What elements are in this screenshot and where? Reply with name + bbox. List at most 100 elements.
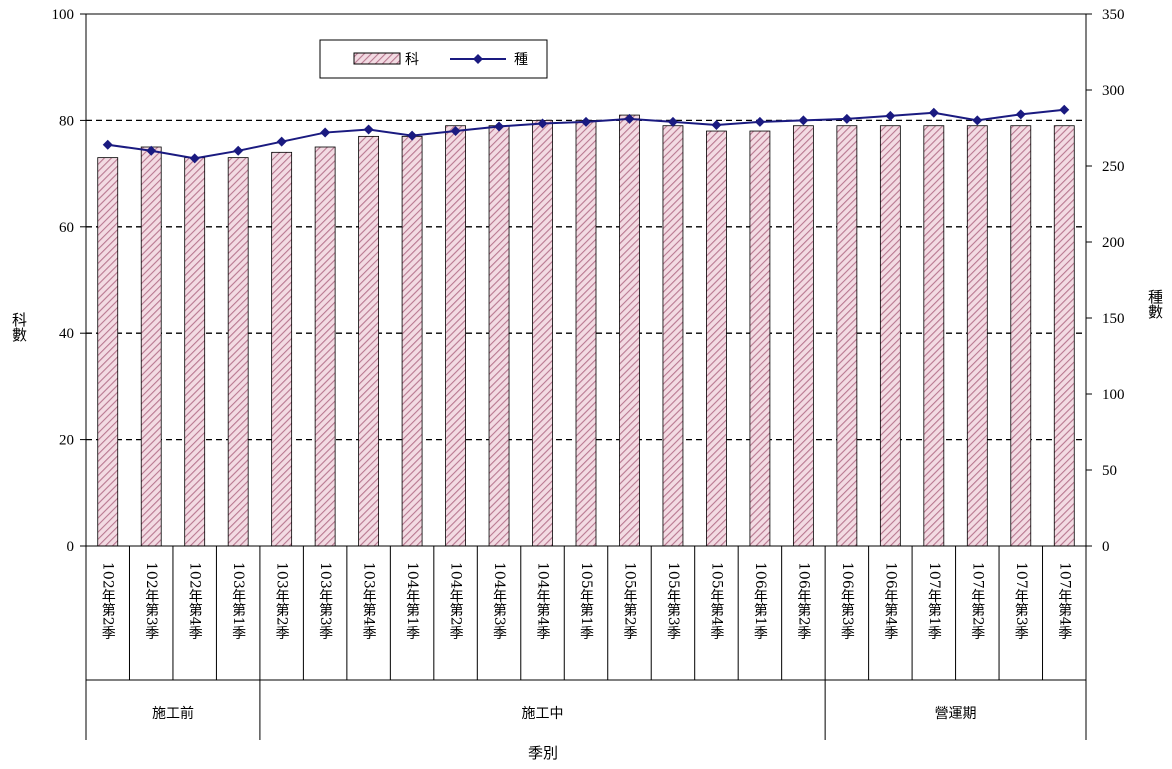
category-label: 106年第4季 [882,562,898,640]
line-point-21 [972,115,983,126]
bar-18 [836,125,858,547]
line-point-2 [146,145,157,156]
bar-11 [532,120,553,547]
right-tick-label: 250 [1102,159,1125,175]
line-point-1 [102,139,113,150]
line-point-19 [885,110,896,121]
line-point-4 [233,145,244,156]
right-tick-label: 100 [1102,387,1125,403]
bar-9 [445,125,466,547]
right-tick-label: 0 [1102,539,1110,555]
bar-series [97,114,1075,547]
y-left-axis-title: 科數 [10,312,28,342]
bar-1 [97,157,119,547]
line-point-3 [189,153,200,164]
legend-bar-label: 科 [405,52,419,68]
line-point-5 [276,136,287,147]
category-label: 107年第4季 [1056,562,1072,640]
line-point-9 [450,126,461,137]
group-label: 營運期 [935,706,977,722]
bar-12 [575,120,597,547]
category-label: 105年第1季 [578,562,594,640]
line-point-8 [407,130,418,141]
right-tick-label: 300 [1102,83,1125,99]
line-point-12 [581,116,591,127]
bar-23 [1053,125,1075,547]
category-label: 107年第2季 [969,562,985,640]
line-point-20 [928,107,939,118]
category-axis: 102年第2季 102年第3季 102年第4季 103年第1季 103年第2季 103年第… [85,546,1087,740]
right-tick-label: 200 [1102,235,1125,251]
line-point-11 [537,118,548,129]
category-label: 105年第4季 [708,562,724,640]
left-tick-label: 0 [67,539,75,555]
left-axis-ticks: 0 20 40 60 80 100 [52,7,86,555]
left-tick-label: 20 [59,433,74,449]
line-point-18 [841,113,852,124]
bar-4 [227,157,249,547]
line-point-22 [1015,109,1026,120]
bar-5 [271,151,293,547]
category-label: 103年第1季 [230,562,246,640]
category-label: 104年第3季 [491,562,507,640]
category-label: 107年第3季 [1013,562,1029,640]
left-tick-label: 100 [52,7,75,23]
right-tick-label: 350 [1102,7,1125,23]
category-label: 103年第4季 [361,562,377,640]
category-label: 107年第1季 [926,562,942,640]
legend-line-marker [473,54,483,64]
category-label: 105年第2季 [621,562,637,640]
category-label: 105年第3季 [665,562,681,640]
bar-16 [749,130,771,547]
right-tick-label: 150 [1102,311,1125,327]
category-label: 106年第2季 [795,562,811,640]
left-tick-label: 80 [59,113,74,129]
category-label: 103年第3季 [317,562,333,640]
line-point-13 [624,113,635,124]
bar-10 [488,125,510,547]
category-label: 104年第2季 [448,562,464,640]
category-label: 102年第2季 [100,562,116,640]
bar-17 [792,125,814,547]
line-series [102,104,1070,164]
category-label: 106年第1季 [752,562,768,640]
group-label: 施工中 [522,706,564,722]
plot-area-frame [85,13,1087,547]
bar-15 [706,130,727,547]
category-label: 104年第1季 [404,562,420,640]
bar-21 [966,125,988,547]
category-label: 102年第3季 [143,562,159,640]
left-tick-label: 60 [59,220,74,236]
group-label: 施工前 [152,705,194,722]
line-point-14 [667,116,678,127]
line-point-17 [798,115,809,126]
bar-22 [1010,125,1032,547]
right-tick-label: 50 [1102,463,1117,479]
bar-8 [401,135,423,547]
category-label: 106年第3季 [839,562,855,640]
bar-2 [140,146,162,547]
bar-14 [662,125,684,547]
bar-3 [184,157,206,547]
right-axis-ticks: 0 50 100 150 200 250 300 350 [1086,7,1125,555]
line-point-10 [494,121,505,132]
category-label: 103年第2季 [274,562,290,640]
left-tick-label: 40 [59,326,74,342]
bar-6 [314,146,336,547]
bar-13 [619,114,640,547]
legend-bar-swatch [353,52,401,65]
bar-19 [879,125,901,547]
line-point-7 [363,124,374,135]
line-point-15 [711,119,722,130]
bar-7 [358,135,380,547]
bar-20 [923,125,945,547]
line-point-6 [320,127,331,138]
legend: 科 種 [319,39,548,79]
line-point-16 [754,116,765,127]
x-axis-title: 季別 [528,744,558,762]
y-right-axis-title: 種數 [1146,289,1164,319]
category-label: 104年第4季 [535,562,551,640]
line-point-23 [1059,104,1070,115]
category-label: 102年第4季 [187,562,203,640]
